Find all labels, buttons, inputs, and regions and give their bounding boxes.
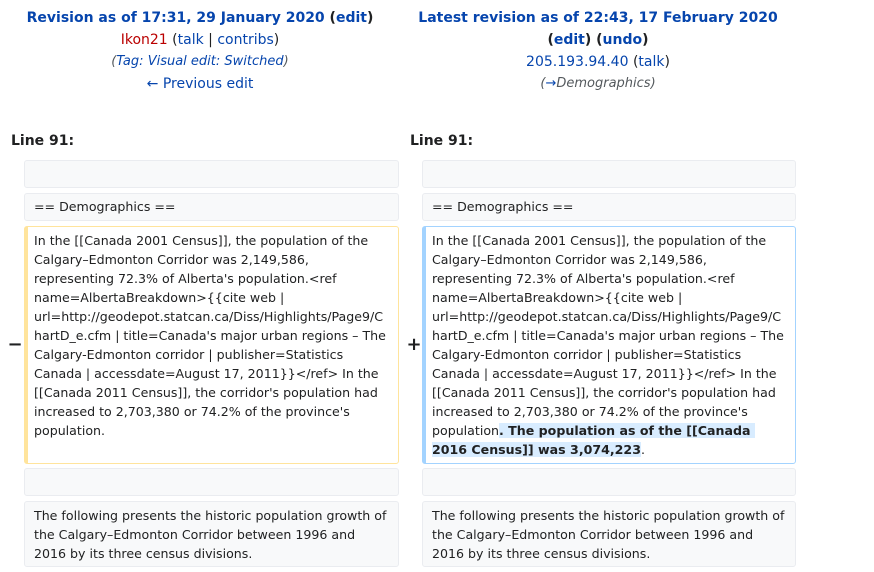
left-user-link[interactable]: Ikon21 <box>120 32 168 48</box>
summary-section-arrow-link[interactable]: → <box>545 76 557 91</box>
deleted-paragraph-end: . <box>101 423 106 438</box>
left-line-number: Line 91: <box>11 133 75 149</box>
right-context-following-paragraph: The following presents the historic popu… <box>422 501 796 567</box>
tag-value-link[interactable]: Visual edit: Switched <box>147 54 284 69</box>
left-revision-link[interactable]: Revision as of 17:31, 29 January 2020 <box>26 10 325 26</box>
previous-edit-line: ← Previous edit <box>0 73 400 95</box>
right-user-link[interactable]: 205.193.94.40 <box>526 54 629 70</box>
edit-summary: (→Demographics) <box>540 76 656 91</box>
right-edit-link[interactable]: edit <box>553 32 585 48</box>
left-revision-header: Revision as of 17:31, 29 January 2020 (e… <box>0 0 400 95</box>
added-line-marker: + <box>406 334 422 355</box>
tag-label-link[interactable]: Tag: <box>116 54 144 69</box>
left-revision-title: Revision as of 17:31, 29 January 2020 (e… <box>26 10 374 26</box>
right-revision-header: Latest revision as of 22:43, 17 February… <box>398 0 798 95</box>
left-edit-link[interactable]: edit <box>335 10 367 26</box>
right-line-number: Line 91: <box>410 133 474 149</box>
right-revision-title: Latest revision as of 22:43, 17 February… <box>398 7 798 29</box>
left-context-heading: == Demographics == <box>24 193 399 221</box>
deleted-paragraph-text: In the [[Canada 2001 Census]], the popul… <box>34 233 390 438</box>
undo-link[interactable]: undo <box>602 32 643 48</box>
left-context-empty-line-2 <box>24 468 399 496</box>
added-paragraph-end: . <box>640 442 645 457</box>
left-contribs-link[interactable]: contribs <box>217 32 274 48</box>
left-user-line: Ikon21 (talk | contribs) <box>120 32 280 48</box>
summary-section-text: Demographics <box>556 76 651 91</box>
right-user-line: 205.193.94.40 (talk) <box>526 54 670 70</box>
added-paragraph-text: In the [[Canada 2001 Census]], the popul… <box>432 233 788 438</box>
right-context-heading: == Demographics == <box>422 193 796 221</box>
right-talk-link[interactable]: talk <box>638 54 665 70</box>
left-talk-link[interactable]: talk <box>177 32 204 48</box>
added-paragraph: In the [[Canada 2001 Census]], the popul… <box>422 226 796 464</box>
right-revision-link[interactable]: Latest revision as of 22:43, 17 February… <box>418 10 778 26</box>
right-context-empty-line <box>422 160 796 188</box>
left-context-empty-line <box>24 160 399 188</box>
deleted-paragraph: In the [[Canada 2001 Census]], the popul… <box>24 226 399 464</box>
deleted-line-marker: − <box>7 334 23 355</box>
right-actions-line: (edit) (undo) <box>547 32 649 48</box>
previous-edit-link[interactable]: ← Previous edit <box>146 76 254 92</box>
left-tag-line: (Tag: Visual edit: Switched) <box>111 54 289 69</box>
right-context-empty-line-2 <box>422 468 796 496</box>
left-context-following-paragraph: The following presents the historic popu… <box>24 501 399 567</box>
